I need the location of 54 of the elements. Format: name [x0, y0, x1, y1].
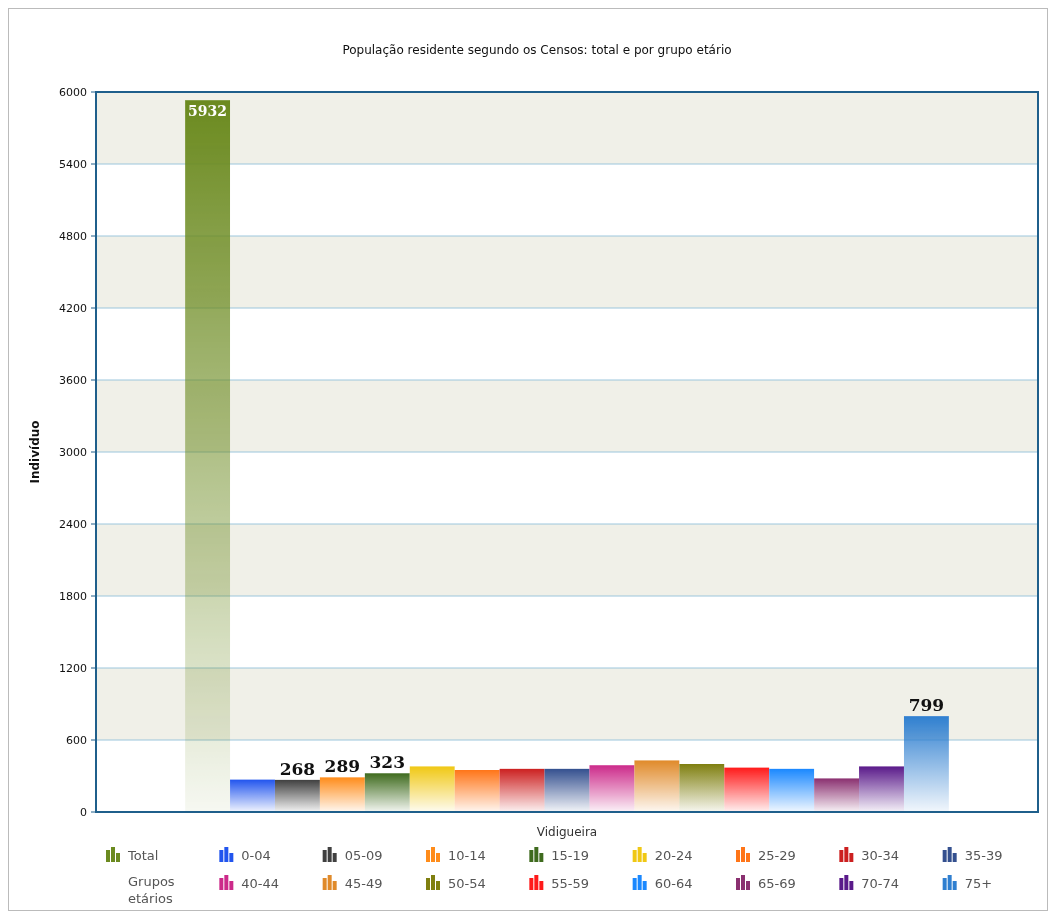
bar — [723, 767, 770, 813]
bar — [319, 776, 366, 813]
y-tick-label: 5400 — [59, 158, 87, 171]
legend-label: 20-24 — [654, 848, 693, 863]
legend-title: Grupos etários — [128, 874, 175, 906]
bar — [229, 779, 276, 813]
bar — [588, 764, 635, 813]
legend-label: 30-34 — [861, 848, 900, 863]
legend-label: 70-74 — [861, 876, 900, 891]
legend-label: 05-09 — [344, 848, 383, 863]
legend-label: 65-69 — [758, 876, 796, 891]
data-label: 323 — [369, 752, 406, 773]
bar — [633, 759, 680, 813]
y-tick-label: 0 — [80, 806, 87, 819]
legend-label: Total — [127, 848, 159, 863]
legend-label: 10-14 — [448, 848, 486, 863]
y-axis-title: Indivíduo — [28, 420, 42, 484]
x-tick-label: Vidigueira — [536, 825, 598, 839]
y-tick-label: 4800 — [59, 230, 87, 243]
y-tick-label: 3600 — [59, 374, 87, 387]
data-label: 289 — [324, 756, 361, 777]
legend-label: 75+ — [964, 876, 993, 891]
data-label: 799 — [908, 695, 945, 716]
y-tick-label: 4200 — [59, 302, 87, 315]
legend-label: 25-29 — [758, 848, 796, 863]
y-tick-label: 1800 — [59, 590, 87, 603]
legend-label: 40-44 — [241, 876, 280, 891]
y-tick-label: 2400 — [59, 518, 87, 531]
data-label: 5932 — [188, 103, 228, 120]
legend-label: 55-59 — [551, 876, 590, 891]
bar — [544, 768, 590, 813]
y-tick-label: 6000 — [59, 86, 87, 99]
bar — [499, 768, 546, 813]
bar — [184, 99, 231, 813]
legend-label: 45-49 — [344, 876, 383, 891]
y-tick-label: 1200 — [59, 662, 87, 675]
y-tick-label: 600 — [66, 734, 87, 747]
bar — [274, 779, 321, 813]
data-label: 268 — [279, 758, 316, 779]
chart-title: População residente segundo os Censos: total e por grupo etário — [342, 43, 732, 57]
bar — [858, 765, 905, 813]
bar — [903, 715, 950, 813]
bar — [454, 769, 501, 813]
legend-label: 50-54 — [448, 876, 486, 891]
y-tick-label: 3000 — [59, 446, 87, 459]
bar — [768, 768, 815, 813]
bar — [813, 777, 860, 813]
bar — [364, 772, 411, 813]
legend-label: 60-64 — [654, 876, 693, 891]
legend-label: 15-19 — [551, 848, 590, 863]
bar — [409, 765, 456, 813]
legend-label: 0-04 — [241, 848, 271, 863]
bar — [678, 763, 725, 813]
legend-label: 35-39 — [964, 848, 1003, 863]
